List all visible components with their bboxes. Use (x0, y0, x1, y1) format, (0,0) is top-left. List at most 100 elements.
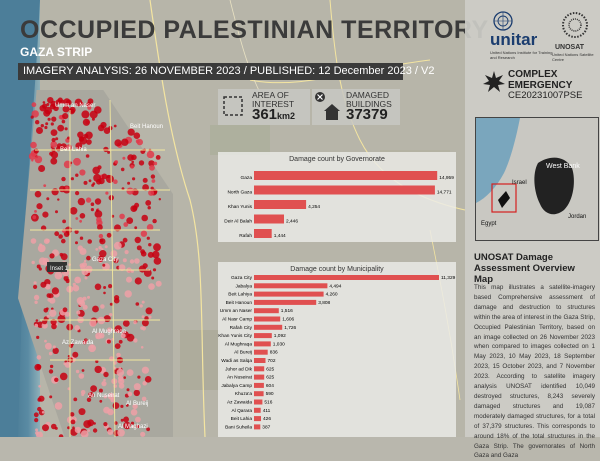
damage-point (153, 243, 161, 252)
category-label: North Gaza (227, 190, 252, 196)
map-title: OCCUPIED PALESTINIAN TERRITORY (20, 16, 489, 44)
inset-label: West Bank (546, 163, 580, 170)
damage-point (36, 355, 42, 360)
damage-point (148, 315, 152, 319)
damage-point (133, 383, 141, 391)
damage-point (70, 177, 74, 181)
damage-point (69, 106, 76, 114)
damage-point (87, 105, 92, 110)
damage-point (51, 323, 57, 330)
value-label: 11,329 (441, 275, 456, 281)
damage-point (54, 271, 63, 280)
damage-point (136, 245, 142, 251)
damaged-buildings-box: DAMAGED BUILDINGS 37379 (312, 89, 400, 125)
damage-point (38, 165, 46, 172)
damage-point (108, 284, 113, 289)
damage-point (90, 385, 97, 392)
damage-point (42, 260, 48, 266)
bar (254, 333, 272, 339)
damage-point (75, 191, 80, 196)
damage-point (116, 368, 125, 377)
damage-point (141, 319, 149, 327)
damage-point (101, 248, 104, 251)
damage-point (130, 409, 138, 416)
damage-point (121, 138, 129, 146)
damage-point (105, 175, 114, 183)
damage-point (98, 388, 103, 393)
damage-point (33, 294, 40, 301)
bar (254, 171, 438, 180)
map-subtitle: GAZA STRIP (20, 45, 93, 59)
damage-point (87, 429, 90, 432)
value-label: 4,254 (308, 204, 320, 210)
damage-point (147, 206, 151, 210)
damage-point (153, 257, 162, 265)
category-label: Khan Yunis (228, 204, 253, 210)
damage-point (35, 319, 39, 322)
damage-point (36, 127, 43, 134)
damage-point (74, 276, 82, 284)
damage-point (34, 190, 42, 198)
damage-point (36, 364, 42, 370)
damage-point (132, 425, 135, 428)
damage-point (36, 335, 40, 339)
damage-point (122, 237, 128, 243)
damage-density-layer: Inset 1 (28, 97, 170, 437)
damage-point (76, 310, 81, 315)
damage-point (122, 320, 130, 327)
damage-point (81, 369, 85, 372)
damage-point (138, 160, 145, 166)
damage-point (103, 286, 107, 289)
damage-point (113, 124, 117, 128)
place-label: Al Maghazi (118, 424, 148, 430)
damage-point (58, 434, 64, 437)
damage-point (65, 278, 70, 284)
damage-point (40, 281, 47, 288)
damage-point (127, 128, 135, 136)
value-label: 387 (262, 424, 270, 430)
damage-point (155, 155, 161, 160)
damage-point (50, 141, 58, 148)
category-label: Khan Yunis City (218, 333, 252, 339)
damage-point (46, 103, 50, 106)
damage-point (103, 378, 106, 382)
damage-point (158, 198, 161, 201)
damage-point (63, 231, 70, 238)
damage-point (54, 231, 60, 237)
damage-point (142, 184, 150, 191)
damage-point (105, 191, 109, 195)
damage-point (82, 118, 90, 126)
damage-point (72, 282, 76, 286)
damage-point (113, 179, 118, 184)
damage-point (126, 369, 134, 376)
area-of-interest-box: AREA OF INTEREST 361km2 (218, 89, 310, 125)
damage-point (138, 265, 146, 273)
damage-point (135, 302, 140, 306)
damage-point (80, 430, 89, 437)
damage-point (141, 214, 148, 222)
damage-point (81, 110, 90, 119)
place-label: Gaza City (92, 257, 119, 263)
value-label: 590 (266, 391, 274, 397)
damage-point (78, 299, 86, 307)
damage-point (49, 309, 57, 317)
bar (254, 391, 264, 397)
damage-point (110, 398, 115, 403)
category-label: Beit Hanoun (226, 300, 253, 306)
inset-focus-box (491, 183, 517, 213)
damage-point (123, 376, 126, 379)
bar (254, 275, 439, 280)
category-label: Bani Suheila (225, 424, 252, 430)
damage-point (113, 258, 119, 264)
damage-point (57, 315, 66, 323)
damage-point (97, 165, 102, 170)
area-label: AREA OF INTEREST (252, 90, 295, 109)
damage-point (94, 365, 102, 374)
bar (254, 366, 265, 372)
damage-point (34, 300, 38, 304)
damage-point (34, 323, 39, 328)
value-label: 625 (266, 375, 274, 381)
damage-point (79, 213, 86, 219)
inset-tag-box (47, 262, 67, 272)
damage-point (122, 156, 126, 160)
